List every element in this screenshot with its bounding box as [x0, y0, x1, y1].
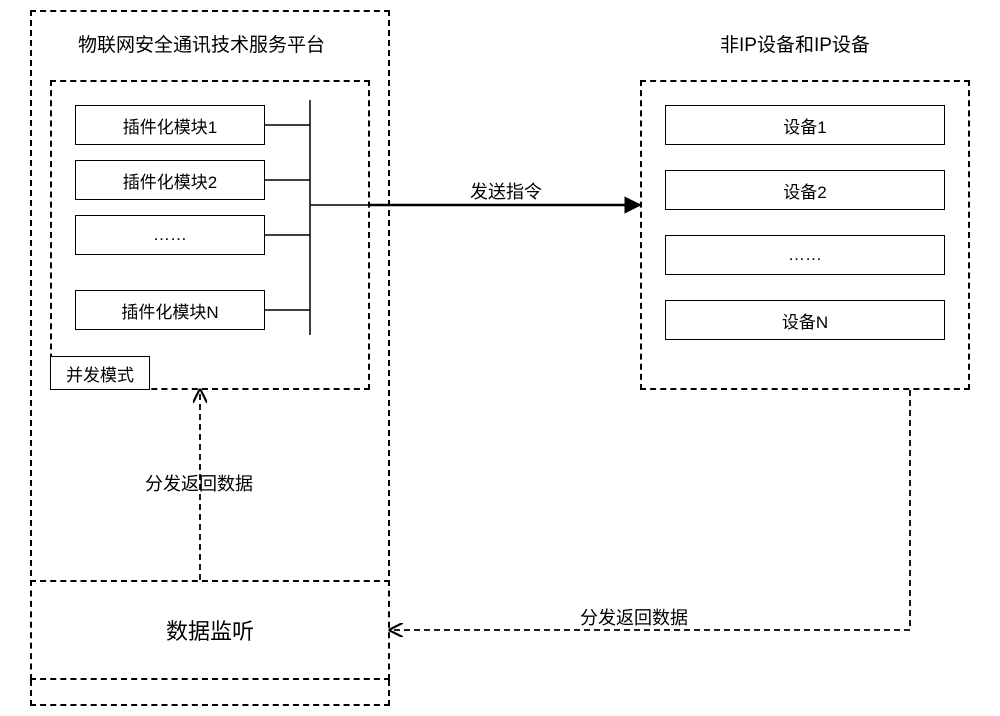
- device-n-label: 设备N: [782, 308, 828, 333]
- device-ellipsis: ……: [665, 235, 945, 275]
- device-n: 设备N: [665, 300, 945, 340]
- plugin-module-ellipsis-label: ……: [153, 225, 187, 245]
- data-listener-label: 数据监听: [166, 614, 254, 646]
- plugin-module-n: 插件化模块N: [75, 290, 265, 330]
- devices-title: 非IP设备和IP设备: [720, 30, 870, 57]
- device-ellipsis-label: ……: [788, 245, 822, 265]
- device-1: 设备1: [665, 105, 945, 145]
- plugin-module-1: 插件化模块1: [75, 105, 265, 145]
- return-data-left-label: 分发返回数据: [145, 470, 253, 496]
- device-2-label: 设备2: [783, 178, 826, 203]
- concurrent-mode-box: 并发模式: [50, 356, 150, 390]
- platform-title: 物联网安全通讯技术服务平台: [78, 30, 325, 57]
- device-2: 设备2: [665, 170, 945, 210]
- device-1-label: 设备1: [783, 113, 826, 138]
- plugin-module-2: 插件化模块2: [75, 160, 265, 200]
- return-data-right-label: 分发返回数据: [580, 604, 688, 630]
- plugin-module-n-label: 插件化模块N: [121, 298, 218, 323]
- concurrent-mode-label: 并发模式: [66, 361, 134, 386]
- plugin-module-1-label: 插件化模块1: [123, 113, 217, 138]
- data-listener-box: 数据监听: [30, 580, 390, 680]
- return-data-right-arrow: [390, 390, 910, 630]
- plugin-module-2-label: 插件化模块2: [123, 168, 217, 193]
- send-command-label: 发送指令: [470, 178, 542, 204]
- plugin-module-ellipsis: ……: [75, 215, 265, 255]
